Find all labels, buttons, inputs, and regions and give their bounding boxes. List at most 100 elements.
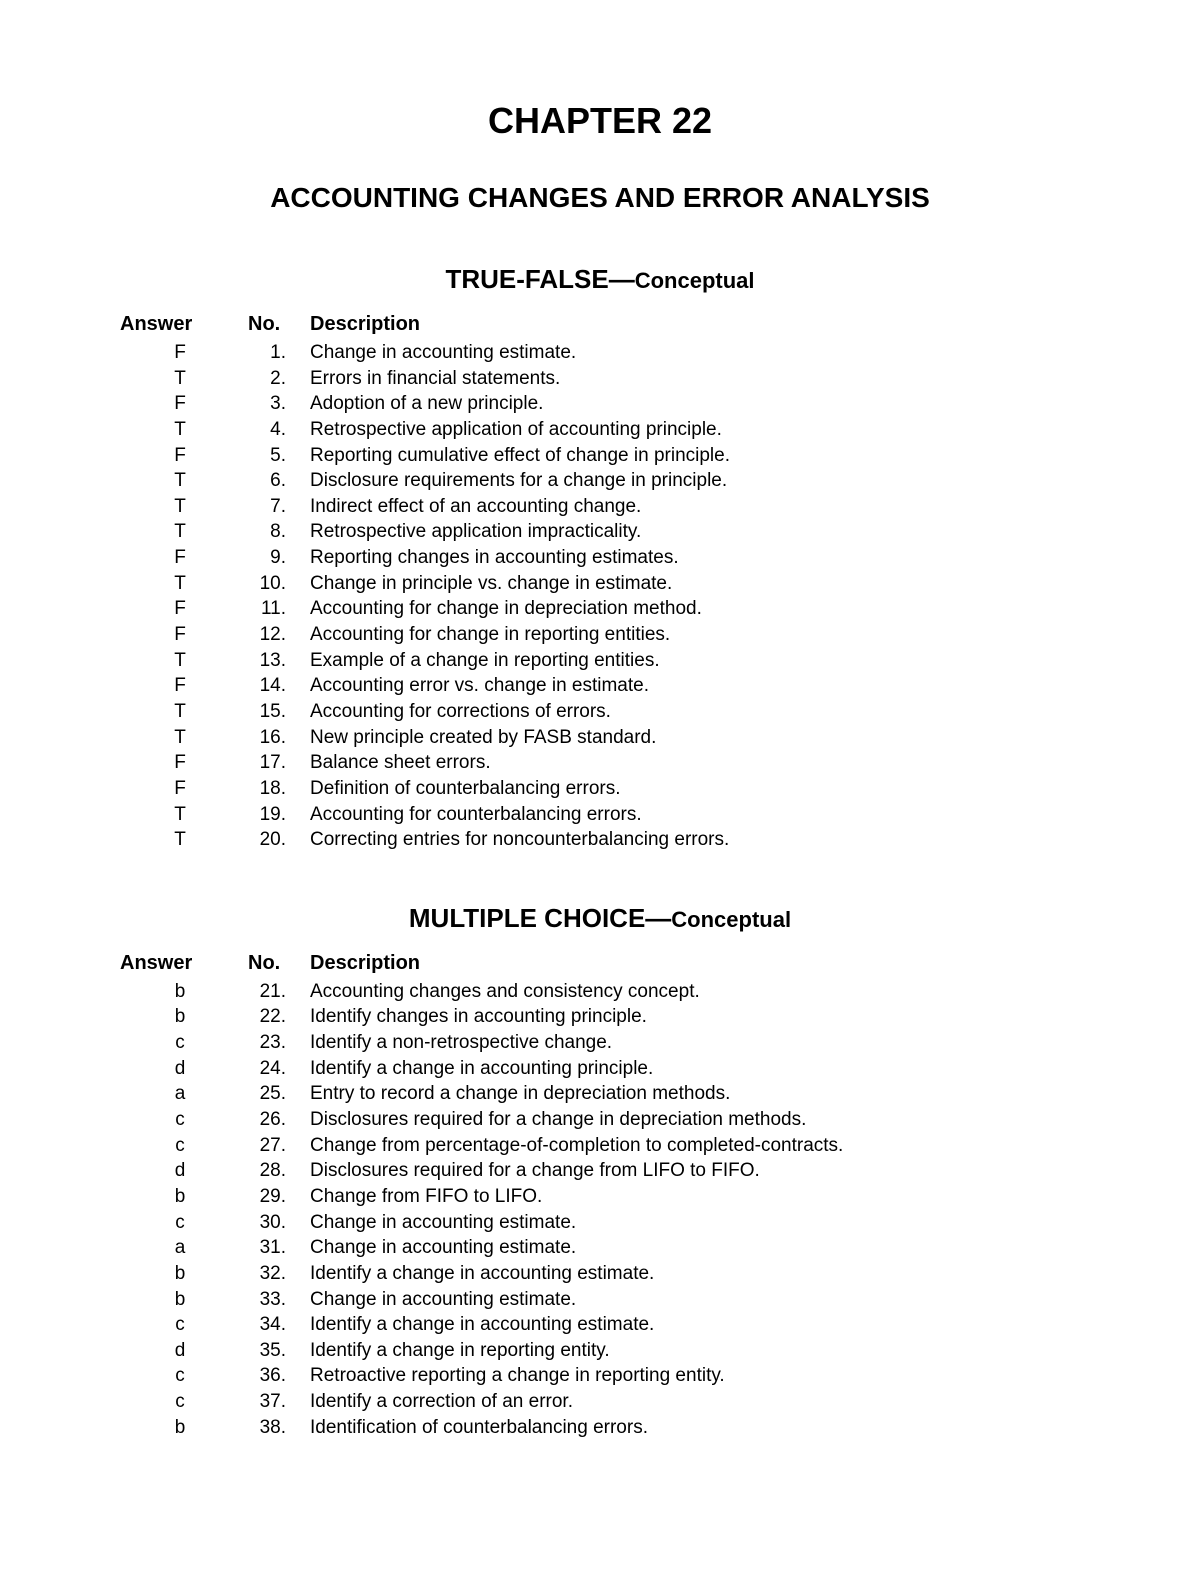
cell-description: Definition of counterbalancing errors.	[310, 776, 1080, 802]
cell-no: 26.	[240, 1107, 310, 1133]
cell-answer: F	[120, 673, 240, 699]
table-row: b38.Identification of counterbalancing e…	[120, 1415, 1080, 1441]
cell-no: 37.	[240, 1389, 310, 1415]
table-header: AnswerNo.Description	[120, 952, 1080, 975]
cell-description: Change in accounting estimate.	[310, 340, 1080, 366]
cell-answer: F	[120, 443, 240, 469]
cell-description: Identify a correction of an error.	[310, 1389, 1080, 1415]
cell-answer: F	[120, 622, 240, 648]
cell-no: 10.	[240, 571, 310, 597]
cell-no: 22.	[240, 1004, 310, 1030]
cell-answer: T	[120, 725, 240, 751]
header-description: Description	[310, 313, 1080, 336]
cell-description: Change from FIFO to LIFO.	[310, 1184, 1080, 1210]
cell-answer: F	[120, 596, 240, 622]
cell-answer: T	[120, 468, 240, 494]
cell-answer: c	[120, 1107, 240, 1133]
cell-no: 5.	[240, 443, 310, 469]
table-row: c37.Identify a correction of an error.	[120, 1389, 1080, 1415]
cell-answer: T	[120, 802, 240, 828]
cell-description: Change in accounting estimate.	[310, 1287, 1080, 1313]
cell-no: 35.	[240, 1338, 310, 1364]
section-heading: MULTIPLE CHOICE—Conceptual	[120, 903, 1080, 934]
cell-no: 25.	[240, 1081, 310, 1107]
table-row: T6.Disclosure requirements for a change …	[120, 468, 1080, 494]
cell-answer: T	[120, 519, 240, 545]
table-row: F14.Accounting error vs. change in estim…	[120, 673, 1080, 699]
cell-no: 8.	[240, 519, 310, 545]
cell-description: Correcting entries for noncounterbalanci…	[310, 827, 1080, 853]
cell-description: Change in accounting estimate.	[310, 1235, 1080, 1261]
cell-description: Example of a change in reporting entitie…	[310, 648, 1080, 674]
cell-answer: b	[120, 979, 240, 1005]
cell-no: 17.	[240, 750, 310, 776]
table-row: T8.Retrospective application impractical…	[120, 519, 1080, 545]
cell-no: 32.	[240, 1261, 310, 1287]
cell-no: 3.	[240, 391, 310, 417]
cell-no: 38.	[240, 1415, 310, 1441]
cell-description: Reporting changes in accounting estimate…	[310, 545, 1080, 571]
cell-no: 11.	[240, 596, 310, 622]
cell-no: 23.	[240, 1030, 310, 1056]
cell-description: Disclosure requirements for a change in …	[310, 468, 1080, 494]
cell-answer: b	[120, 1415, 240, 1441]
cell-no: 20.	[240, 827, 310, 853]
cell-no: 13.	[240, 648, 310, 674]
cell-description: Identify a change in reporting entity.	[310, 1338, 1080, 1364]
cell-description: Identify changes in accounting principle…	[310, 1004, 1080, 1030]
cell-description: Errors in financial statements.	[310, 366, 1080, 392]
table-row: F17.Balance sheet errors.	[120, 750, 1080, 776]
table-row: T20.Correcting entries for noncounterbal…	[120, 827, 1080, 853]
cell-description: Accounting for change in depreciation me…	[310, 596, 1080, 622]
table-row: F1.Change in accounting estimate.	[120, 340, 1080, 366]
section-heading: TRUE-FALSE—Conceptual	[120, 264, 1080, 295]
cell-description: Accounting changes and consistency conce…	[310, 979, 1080, 1005]
cell-answer: c	[120, 1133, 240, 1159]
table-row: T13.Example of a change in reporting ent…	[120, 648, 1080, 674]
table-row: T19.Accounting for counterbalancing erro…	[120, 802, 1080, 828]
cell-no: 18.	[240, 776, 310, 802]
cell-no: 15.	[240, 699, 310, 725]
cell-description: Reporting cumulative effect of change in…	[310, 443, 1080, 469]
table-row: a25.Entry to record a change in deprecia…	[120, 1081, 1080, 1107]
sections-container: TRUE-FALSE—ConceptualAnswerNo.Descriptio…	[120, 264, 1080, 1440]
section-heading-sub: Conceptual	[635, 268, 755, 293]
section-heading-main: TRUE-FALSE—	[445, 264, 634, 294]
header-description: Description	[310, 952, 1080, 975]
cell-answer: T	[120, 827, 240, 853]
table-row: d35.Identify a change in reporting entit…	[120, 1338, 1080, 1364]
cell-answer: F	[120, 340, 240, 366]
cell-description: Identification of counterbalancing error…	[310, 1415, 1080, 1441]
cell-answer: b	[120, 1287, 240, 1313]
cell-no: 30.	[240, 1210, 310, 1236]
section: TRUE-FALSE—ConceptualAnswerNo.Descriptio…	[120, 264, 1080, 853]
cell-no: 6.	[240, 468, 310, 494]
cell-no: 36.	[240, 1363, 310, 1389]
cell-no: 12.	[240, 622, 310, 648]
cell-answer: d	[120, 1158, 240, 1184]
table-row: b33.Change in accounting estimate.	[120, 1287, 1080, 1313]
cell-no: 31.	[240, 1235, 310, 1261]
cell-description: Identify a change in accounting estimate…	[310, 1261, 1080, 1287]
section-heading-sub: Conceptual	[671, 907, 791, 932]
section: MULTIPLE CHOICE—Conceptual AnswerNo.Descr…	[120, 903, 1080, 1441]
table-row: F18.Definition of counterbalancing error…	[120, 776, 1080, 802]
cell-no: 16.	[240, 725, 310, 751]
cell-no: 34.	[240, 1312, 310, 1338]
cell-description: Entry to record a change in depreciation…	[310, 1081, 1080, 1107]
chapter-title: CHAPTER 22	[120, 100, 1080, 142]
cell-no: 24.	[240, 1056, 310, 1082]
header-no: No.	[240, 313, 310, 336]
cell-answer: b	[120, 1184, 240, 1210]
cell-answer: F	[120, 545, 240, 571]
cell-answer: c	[120, 1210, 240, 1236]
cell-answer: a	[120, 1081, 240, 1107]
cell-description: Indirect effect of an accounting change.	[310, 494, 1080, 520]
section-heading-main: MULTIPLE CHOICE—	[409, 903, 671, 933]
cell-no: 28.	[240, 1158, 310, 1184]
cell-description: Change in accounting estimate.	[310, 1210, 1080, 1236]
cell-description: Identify a non-retrospective change.	[310, 1030, 1080, 1056]
table-row: b22.Identify changes in accounting princ…	[120, 1004, 1080, 1030]
header-no: No.	[240, 952, 310, 975]
cell-answer: F	[120, 391, 240, 417]
